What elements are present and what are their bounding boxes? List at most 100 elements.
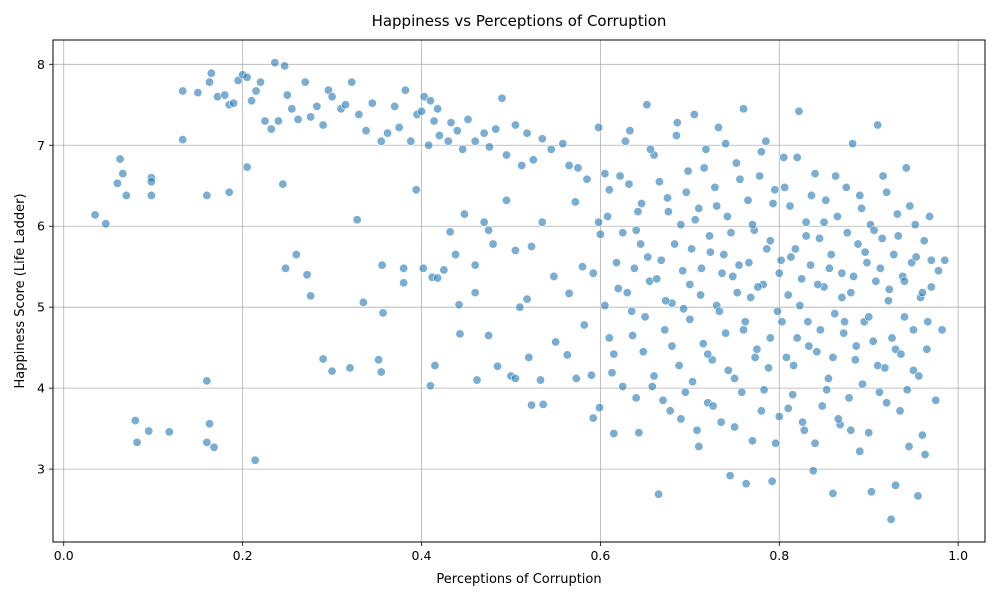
data-point [306,112,316,122]
data-point [925,212,935,222]
data-point [250,455,260,465]
data-point [604,333,614,343]
data-point [312,101,322,111]
data-point [144,426,154,436]
data-point [229,98,239,108]
data-point [869,225,879,235]
data-point [429,116,439,126]
data-point [812,347,822,357]
data-point [318,354,328,364]
data-point [146,177,156,187]
data-point [594,122,604,132]
data-point [535,375,545,385]
data-point [680,387,690,397]
data-point [735,174,745,184]
data-point [377,260,387,270]
data-point [771,438,781,448]
data-point [220,90,230,100]
data-point [628,331,638,341]
x-tick-label: 1.0 [948,548,968,563]
data-point [926,255,936,265]
data-point [801,231,811,241]
data-point [497,93,507,103]
data-point [582,174,592,184]
data-point [300,77,310,87]
gridlines [53,40,985,542]
data-point [922,344,932,354]
data-point [761,136,771,146]
data-point [731,158,741,168]
data-point [631,225,641,235]
data-point [851,341,861,351]
data-point [902,385,912,395]
data-point [202,437,212,447]
data-point [808,466,818,476]
data-point [670,239,680,249]
data-point [788,390,798,400]
data-point [792,152,802,162]
data-point [738,104,748,114]
data-point [884,284,894,294]
data-point [484,225,494,235]
data-point [746,292,756,302]
data-point [781,352,791,362]
data-point [206,68,216,78]
data-point [433,273,443,283]
data-point [411,185,421,195]
data-point [101,219,111,229]
data-point [753,282,763,292]
data-point [202,376,212,386]
data-point [747,436,757,446]
data-point [280,61,290,71]
data-point [893,231,903,241]
data-point [524,352,534,362]
data-point [728,271,738,281]
data-point [618,228,628,238]
data-point [911,252,921,262]
data-point [844,393,854,403]
data-point [882,187,892,197]
data-point [613,284,623,294]
data-point [833,414,843,424]
data-point [831,171,841,181]
data-point [399,278,409,288]
data-point [570,197,580,207]
data-point [595,229,605,239]
data-point [594,403,604,413]
data-point [815,233,825,243]
y-axis-ticks: 3 4 5 6 7 8 [37,57,53,477]
data-point [501,195,511,205]
data-point [765,333,775,343]
data-point [205,419,215,429]
data-point [725,471,735,481]
data-point [786,252,796,262]
data-point [840,317,850,327]
data-point [178,86,188,96]
data-point [394,122,404,132]
data-point [713,122,723,132]
data-point [777,317,787,327]
data-point [721,139,731,149]
data-point [810,169,820,179]
data-point [710,182,720,192]
data-point [701,144,711,154]
data-point [546,144,556,154]
data-point [654,489,664,499]
data-point [801,217,811,227]
data-point [484,142,494,152]
data-point [588,268,598,278]
data-point [846,288,856,298]
data-point [354,109,364,119]
data-point [730,373,740,383]
data-point [434,131,444,141]
data-point [528,155,538,165]
data-point [785,201,795,211]
data-point [340,100,350,110]
data-point [458,144,468,154]
x-tick-label: 0.4 [412,548,432,563]
data-point [878,171,888,181]
data-point [830,309,840,319]
data-point [723,365,733,375]
y-tick-label: 3 [37,462,45,477]
data-point [643,252,653,262]
